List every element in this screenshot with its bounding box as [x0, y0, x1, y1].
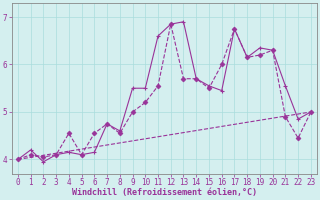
X-axis label: Windchill (Refroidissement éolien,°C): Windchill (Refroidissement éolien,°C) — [72, 188, 257, 197]
